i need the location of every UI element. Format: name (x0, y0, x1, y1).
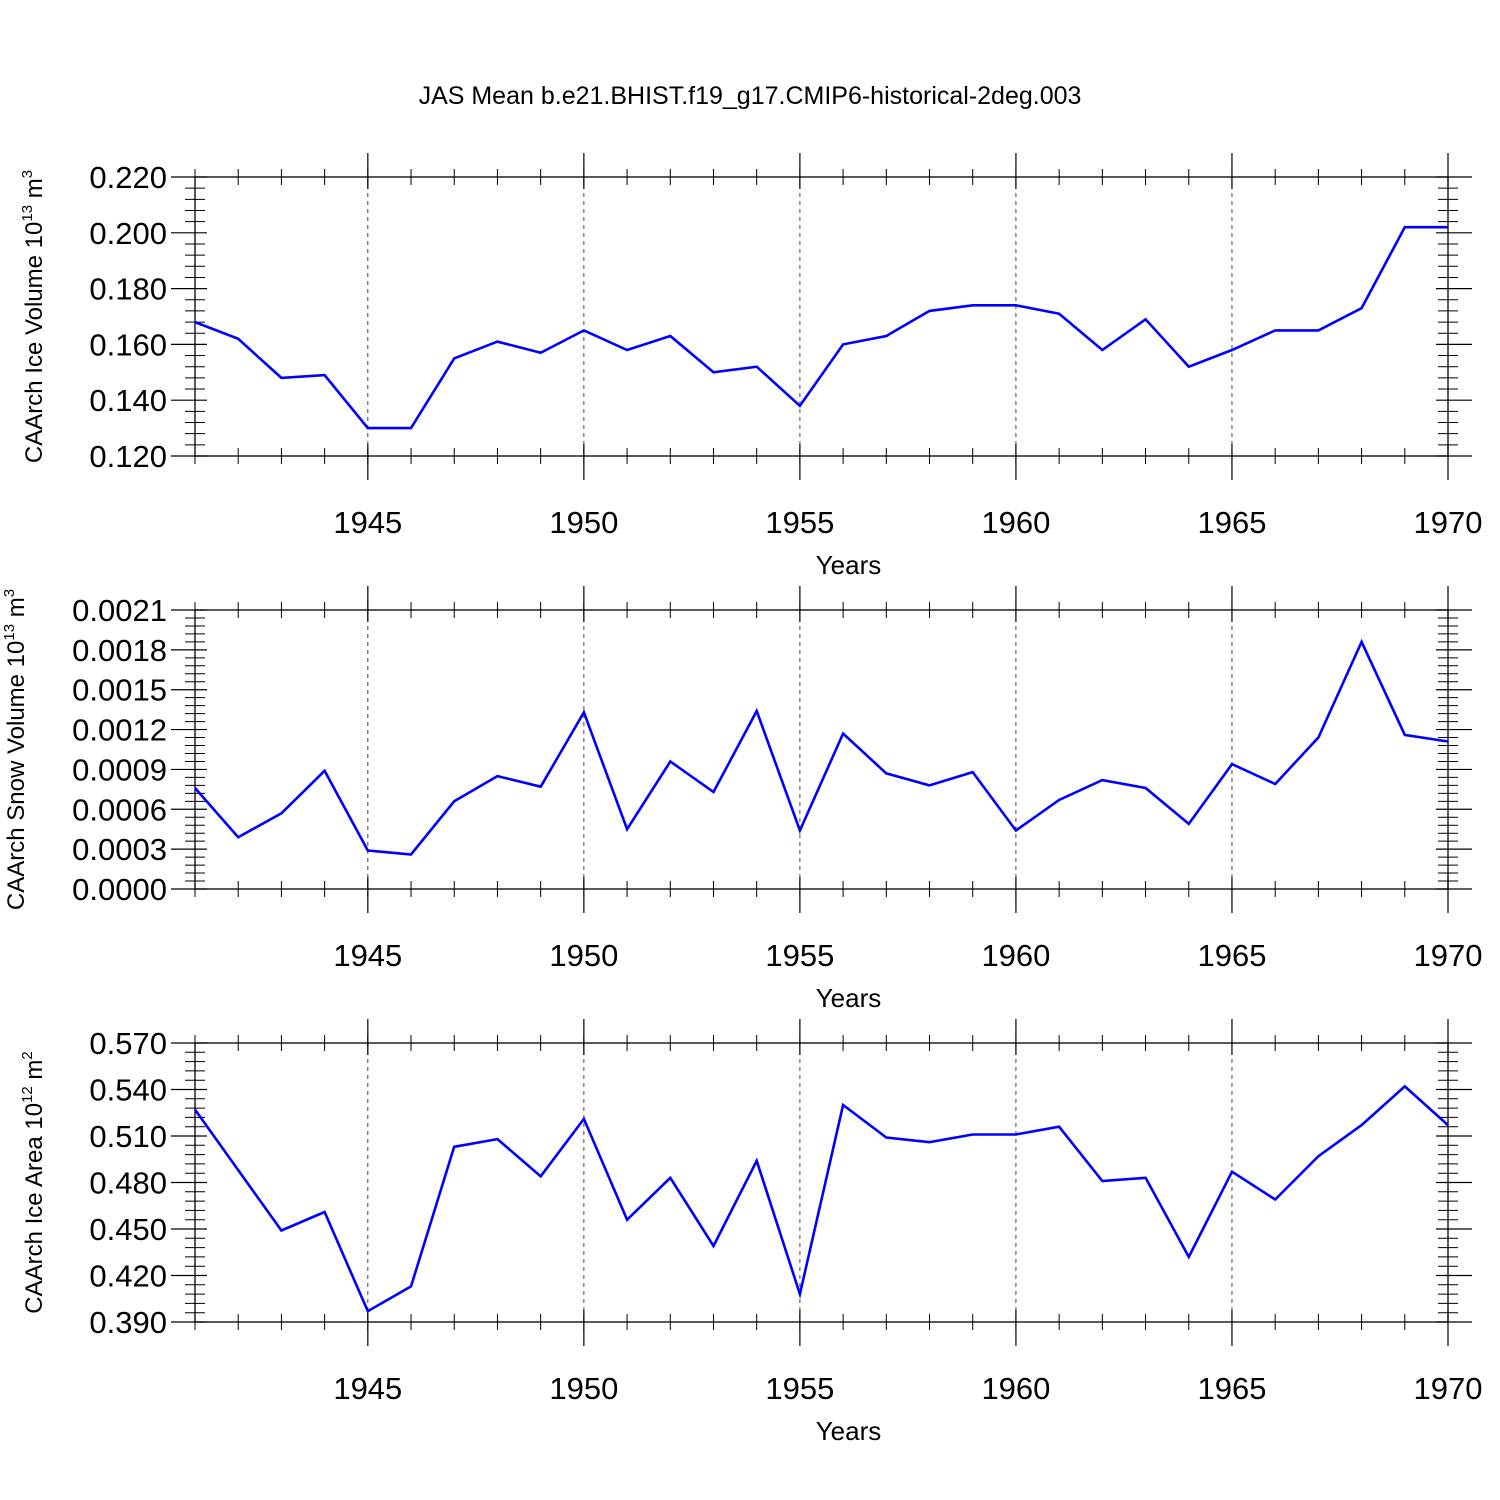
y-axis-label-unit: m (21, 178, 48, 205)
x-axis-label: Years (816, 983, 882, 1013)
plot-frame (194, 1042, 1449, 1323)
y-axis-label-unit-exponent: 3 (1, 589, 18, 597)
plot-frame (194, 609, 1449, 890)
data-line (194, 638, 1449, 856)
y-tick-label: 0.0012 (72, 713, 167, 748)
y-tick-label: 0.220 (89, 160, 167, 195)
y-tick-label: 0.0006 (72, 792, 167, 827)
y-axis-label-text: CAArch Snow Volume 10 (3, 641, 30, 910)
x-tick-label: 1970 (1414, 938, 1483, 973)
y-axis-label-unit: m (21, 1060, 48, 1087)
y-tick-label: 0.0015 (72, 673, 167, 708)
y-axis-label-unit-exponent: 3 (19, 170, 36, 178)
x-tick-label: 1950 (549, 505, 618, 540)
x-tick-label: 1965 (1197, 1371, 1266, 1406)
x-tick-label: 1965 (1197, 938, 1266, 973)
y-axis-label-text: CAArch Ice Area 10 (21, 1103, 48, 1314)
y-axis-label-exponent: 13 (1, 624, 18, 641)
y-tick-label: 0.450 (89, 1212, 167, 1247)
x-axis-label: Years (816, 550, 882, 580)
data-line (193, 1084, 1449, 1314)
x-tick-label: 1960 (981, 938, 1050, 973)
y-tick-label: 0.570 (89, 1026, 167, 1061)
chart-panel-3: 0.390 0.420 0.450 0.480 0.510 0.540 0.570 1945 1… (19, 1019, 1482, 1446)
chart-panel-2: 0.0000 0.0003 0.0006 0.0009 0.0012 0.0015 0.00… (1, 586, 1482, 1013)
x-tick-label: 1955 (765, 1371, 834, 1406)
y-axis-label: CAArch Ice Volume 1013 m3 (19, 170, 48, 463)
y-tick-label: 0.0000 (72, 872, 167, 907)
x-tick-label: 1970 (1414, 505, 1483, 540)
x-tick-label: 1945 (333, 1371, 402, 1406)
y-axis-label-unit-exponent: 2 (19, 1051, 36, 1059)
x-tick-label: 1960 (981, 505, 1050, 540)
data-line (194, 225, 1448, 430)
y-tick-label: 0.540 (89, 1073, 167, 1108)
plot-frame (194, 176, 1449, 457)
y-tick-label: 0.180 (89, 272, 167, 307)
y-tick-label: 0.120 (89, 439, 167, 474)
figure-title: JAS Mean b.e21.BHIST.f19_g17.CMIP6-histo… (419, 82, 1082, 110)
y-axis-label-text: CAArch Ice Volume 10 (21, 222, 48, 463)
panels: 0.120 0.140 0.160 0.180 0.200 0.220 1945 1950 19… (1, 153, 1482, 1446)
chart-panel-1: 0.120 0.140 0.160 0.180 0.200 0.220 1945 1950 19… (19, 153, 1482, 580)
y-tick-label: 0.0003 (72, 832, 167, 867)
y-tick-label: 0.0021 (72, 593, 167, 628)
x-tick-label: 1970 (1414, 1371, 1483, 1406)
y-tick-label: 0.200 (89, 216, 167, 251)
x-tick-label: 1965 (1197, 505, 1266, 540)
y-axis-label: CAArch Snow Volume 1013 m3 (1, 589, 30, 910)
x-tick-label: 1945 (333, 938, 402, 973)
y-tick-label: 0.0018 (72, 633, 167, 668)
x-tick-label: 1955 (765, 938, 834, 973)
y-tick-label: 0.160 (89, 327, 167, 362)
y-tick-label: 0.510 (89, 1119, 167, 1154)
y-tick-label: 0.0009 (72, 752, 167, 787)
y-tick-label: 0.480 (89, 1166, 167, 1201)
x-tick-label: 1950 (549, 938, 618, 973)
y-tick-label: 0.420 (89, 1259, 167, 1294)
y-axis-label: CAArch Ice Area 1012 m2 (19, 1051, 48, 1313)
y-tick-label: 0.390 (89, 1305, 167, 1340)
y-tick-label: 0.140 (89, 383, 167, 418)
y-axis-label-exponent: 13 (19, 205, 36, 222)
x-axis-label: Years (816, 1416, 882, 1446)
x-tick-label: 1960 (981, 1371, 1050, 1406)
x-tick-label: 1945 (333, 505, 402, 540)
x-tick-label: 1950 (549, 1371, 618, 1406)
y-axis-label-exponent: 12 (19, 1086, 36, 1103)
y-axis-label-unit: m (3, 597, 30, 624)
x-tick-label: 1955 (765, 505, 834, 540)
